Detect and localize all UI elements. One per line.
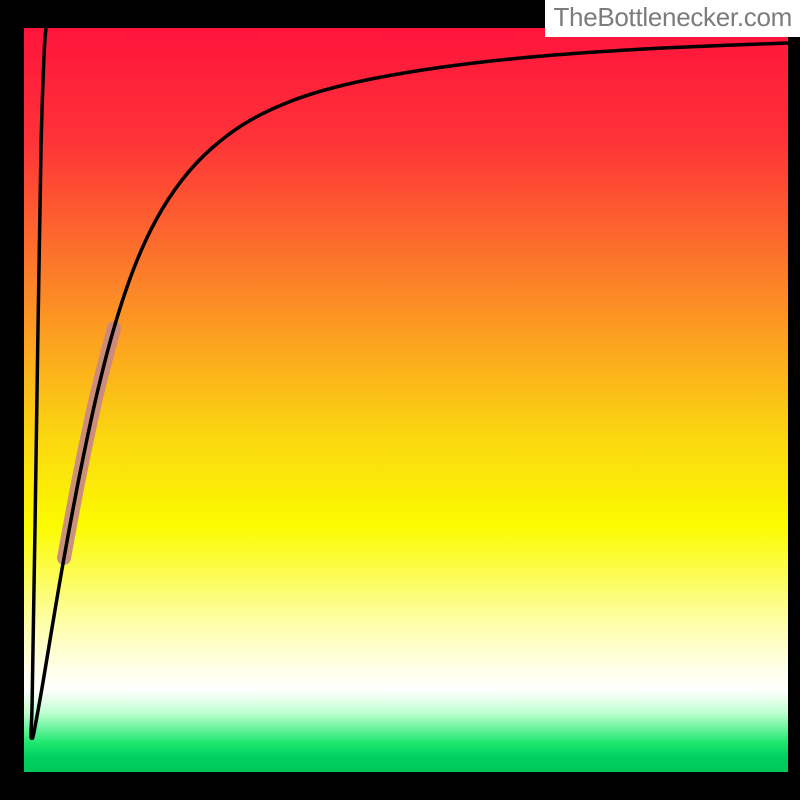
chart-wrapper: TheBottlenecker.com xyxy=(0,0,800,800)
plot-background xyxy=(24,28,788,772)
bottleneck-chart xyxy=(0,0,800,800)
